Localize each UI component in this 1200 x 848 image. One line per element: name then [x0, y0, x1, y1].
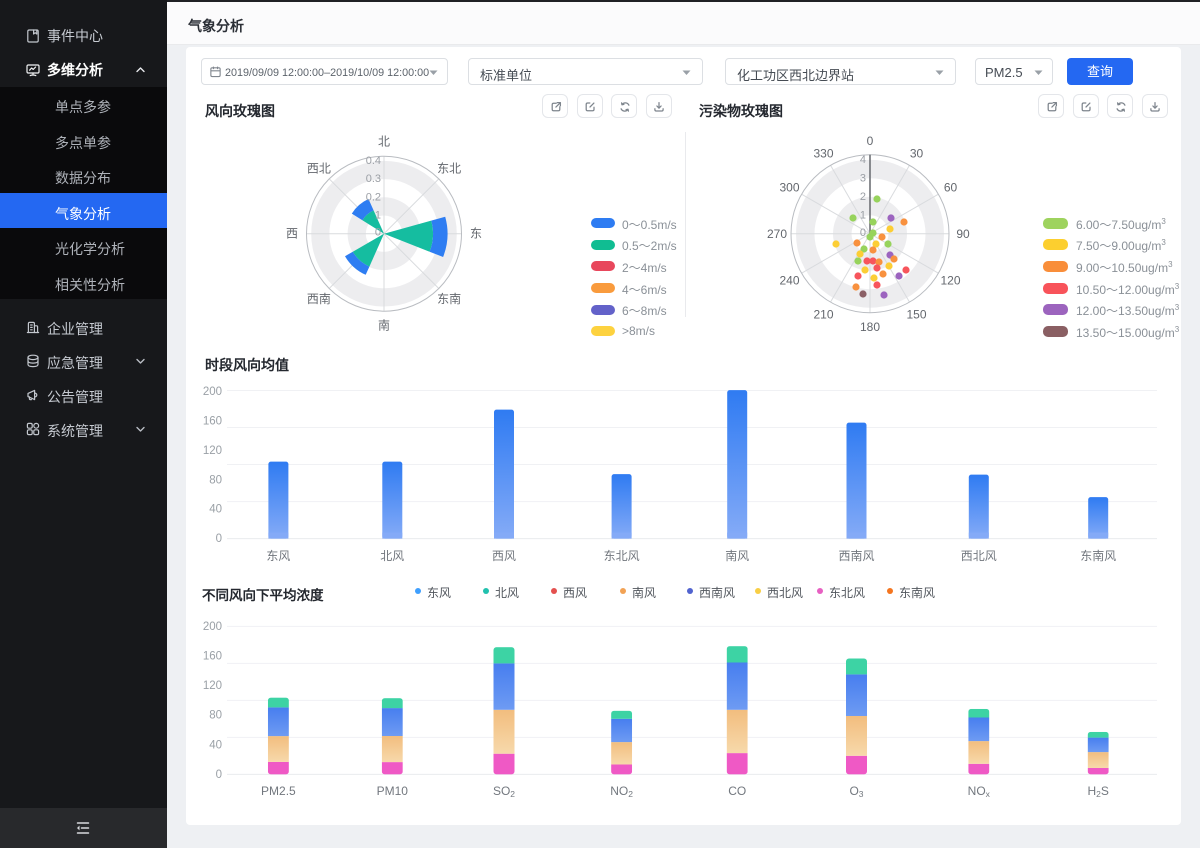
svg-text:200: 200	[203, 621, 222, 633]
svg-text:150: 150	[906, 308, 926, 322]
svg-text:3: 3	[860, 173, 866, 185]
svg-text:180: 180	[860, 320, 880, 334]
svg-text:NO2: NO2	[610, 784, 633, 799]
svg-text:东南: 东南	[437, 291, 461, 306]
svg-text:270: 270	[767, 227, 787, 241]
svg-text:60: 60	[944, 181, 958, 195]
svg-text:北风: 北风	[380, 549, 404, 563]
svg-text:SO2: SO2	[493, 784, 515, 799]
svg-text:120: 120	[203, 680, 222, 692]
svg-text:40: 40	[209, 739, 222, 751]
svg-text:西风: 西风	[492, 549, 516, 563]
svg-text:H2S: H2S	[1087, 784, 1108, 799]
svg-text:NOx: NOx	[968, 784, 991, 799]
svg-text:0.3: 0.3	[366, 173, 381, 185]
svg-text:西: 西	[286, 227, 298, 241]
svg-text:O3: O3	[849, 784, 863, 799]
svg-text:CO: CO	[728, 784, 746, 798]
svg-text:南风: 南风	[725, 548, 749, 563]
svg-text:90: 90	[956, 227, 970, 241]
svg-text:160: 160	[203, 651, 222, 663]
svg-text:160: 160	[203, 416, 222, 428]
svg-text:南: 南	[378, 318, 390, 333]
svg-text:西南风: 西南风	[838, 548, 874, 563]
svg-text:1: 1	[860, 210, 866, 222]
svg-text:300: 300	[779, 181, 799, 195]
svg-text:0: 0	[375, 227, 381, 239]
svg-text:120: 120	[203, 445, 222, 457]
svg-text:东北风: 东北风	[604, 549, 640, 563]
svg-text:80: 80	[209, 710, 222, 722]
svg-text:0: 0	[860, 227, 866, 239]
svg-text:30: 30	[910, 147, 924, 161]
svg-text:北: 北	[378, 135, 390, 149]
svg-text:1: 1	[375, 210, 381, 222]
svg-text:80: 80	[209, 474, 222, 486]
svg-text:2: 2	[860, 191, 866, 203]
svg-text:东南风: 东南风	[1080, 548, 1116, 563]
svg-text:PM10: PM10	[377, 784, 409, 798]
svg-text:200: 200	[203, 386, 222, 398]
svg-text:40: 40	[209, 504, 222, 516]
svg-text:西北: 西北	[307, 162, 331, 176]
svg-text:0: 0	[867, 134, 874, 148]
svg-text:东风: 东风	[266, 549, 290, 563]
svg-text:西南: 西南	[307, 291, 331, 306]
svg-text:210: 210	[813, 308, 833, 322]
svg-text:0: 0	[216, 533, 222, 545]
svg-text:0.2: 0.2	[366, 191, 381, 203]
svg-text:330: 330	[813, 147, 833, 161]
svg-text:0: 0	[216, 769, 222, 781]
svg-text:PM2.5: PM2.5	[261, 784, 296, 798]
svg-text:西北风: 西北风	[961, 549, 997, 563]
svg-text:东: 东	[470, 227, 482, 241]
svg-text:4: 4	[860, 154, 866, 166]
svg-text:120: 120	[940, 274, 960, 288]
svg-text:东北: 东北	[437, 162, 461, 176]
svg-text:240: 240	[779, 274, 799, 288]
svg-text:0.4: 0.4	[366, 155, 381, 167]
